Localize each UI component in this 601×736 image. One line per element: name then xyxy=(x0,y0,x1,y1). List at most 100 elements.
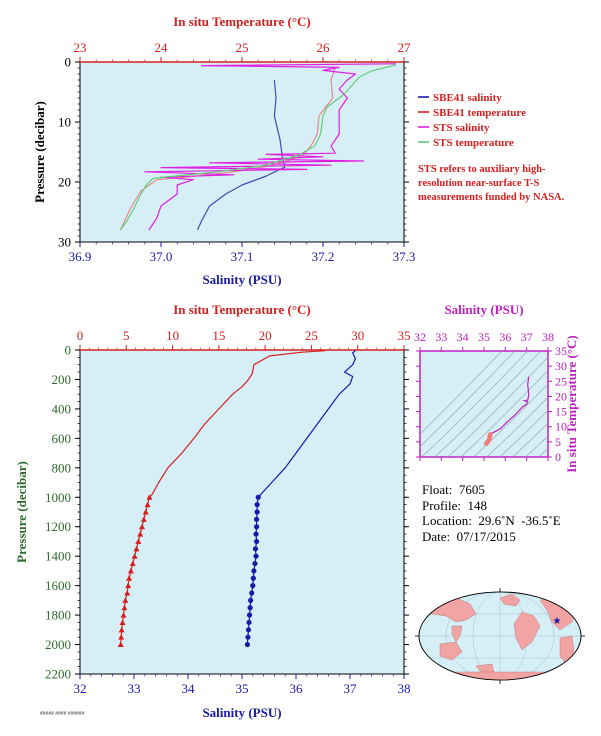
bottom-pressure-axis-title: Pressure (decibar) xyxy=(14,461,29,563)
bottom-temperature-marker xyxy=(118,626,125,633)
sts-note: STS refers to auxiliary high-resolution … xyxy=(418,164,565,203)
top-series-sbe_temp xyxy=(119,67,336,231)
bottom-temperature-marker xyxy=(133,545,140,552)
top-sal-axis-title: Salinity (PSU) xyxy=(202,272,281,287)
ts-deep-marker xyxy=(483,441,489,446)
legend-label: SBE41 temperature xyxy=(433,107,526,119)
bottom-pressure-tick-label: 800 xyxy=(52,460,72,475)
bottom-salinity-marker xyxy=(253,524,260,530)
top-pressure-tick-label: 0 xyxy=(65,55,72,70)
bottom-salinity-marker xyxy=(245,634,251,640)
bottom-temp-axis-title: In situ Temperature (°C) xyxy=(173,302,311,317)
legend-label: STS temperature xyxy=(433,137,514,149)
bottom-sal-tick-label: 38 xyxy=(398,681,411,696)
bottom-pressure-tick-label: 1600 xyxy=(45,578,71,593)
bottom-temperature-marker xyxy=(146,494,153,500)
ts-temp-tick-label: 5 xyxy=(555,435,561,449)
bottom-temp-tick-label: 25 xyxy=(305,328,318,343)
ts-temp-tick-label: 25 xyxy=(555,374,567,388)
date-text: Date: 07/17/2015 xyxy=(422,528,516,544)
top-pressure-tick-label: 10 xyxy=(58,115,71,130)
bottom-temperature-marker xyxy=(129,560,136,567)
bottom-temperature-marker xyxy=(140,516,147,522)
location-text: Location: 29.6˚N -36.5˚E xyxy=(422,513,561,528)
bottom-temperature-marker xyxy=(118,634,125,640)
top-sal-tick-label: 37.1 xyxy=(231,249,254,264)
bottom-salinity-marker xyxy=(250,583,256,589)
footer-id-text: ##### #### ###### xyxy=(40,711,85,717)
top-series-sts_temp xyxy=(120,64,397,231)
bottom-salinity-marker xyxy=(252,560,258,567)
ts-temp-tick-label: 15 xyxy=(555,405,567,419)
bottom-pressure-tick-label: 2200 xyxy=(45,667,71,682)
bottom-temperature-marker xyxy=(127,567,134,574)
ts-contour-line xyxy=(525,435,548,457)
bottom-pressure-tick-label: 1800 xyxy=(45,608,71,623)
top-series-sbe_sal xyxy=(196,79,286,231)
ts-contour-line xyxy=(447,356,548,457)
top-pressure-tick-label: 30 xyxy=(58,235,71,250)
bottom-pressure-tick-label: 1000 xyxy=(45,490,71,505)
ts-temp-tick-label: 30 xyxy=(555,359,567,373)
top-sal-tick-label: 37.2 xyxy=(312,249,335,264)
bottom-salinity-marker xyxy=(255,494,261,500)
bottom-salinity-marker xyxy=(244,641,250,648)
ts-sal-tick-label: 33 xyxy=(435,330,447,344)
ts-contour-line xyxy=(421,351,529,457)
top-profile-chart: 36.9 37.0 37.1 37.2 37.3 23 24 25 26 27 0 10 20 30 In… xyxy=(32,14,415,287)
bottom-pressure-tick-label: 0 xyxy=(65,343,72,358)
bottom-temperature-marker xyxy=(131,553,138,559)
ts-contour-line xyxy=(499,409,548,457)
bottom-temp-tick-label: 20 xyxy=(259,328,272,343)
bottom-pressure-tick-label: 1200 xyxy=(45,519,71,534)
ts-contour-line xyxy=(434,351,542,457)
bottom-temp-tick-label: 5 xyxy=(123,328,130,343)
top-pressure-axis-title: Pressure (decibar) xyxy=(32,101,47,203)
bottom-temperature-marker xyxy=(120,612,127,618)
bottom-salinity-marker xyxy=(252,546,259,552)
ts-sal-tick-label: 37 xyxy=(521,330,533,344)
bottom-salinity-marker xyxy=(253,516,260,522)
bottom-sal-tick-label: 35 xyxy=(236,681,249,696)
bottom-temp-tick-label: 0 xyxy=(77,328,84,343)
bottom-salinity-marker xyxy=(246,619,252,626)
bottom-salinity-marker xyxy=(248,597,254,603)
top-sal-tick-label: 37.3 xyxy=(393,249,416,264)
top-temp-tick-label: 27 xyxy=(398,40,412,55)
bottom-pressure-tick-label: 600 xyxy=(52,431,72,446)
bottom-profile-chart: 32 33 34 35 36 37 38 0 5 10 15 20 25 30 35 0 200 400 600 80… xyxy=(14,302,411,720)
bottom-temperature-marker xyxy=(117,641,124,648)
ts-plot-area xyxy=(419,350,549,458)
bottom-sal-tick-label: 34 xyxy=(182,681,196,696)
bottom-temperature-marker xyxy=(126,575,133,581)
bottom-salinity-marker xyxy=(249,590,255,596)
top-legend: SBE41 salinity SBE41 temperature STS salin… xyxy=(418,92,526,149)
float-location-marker: ★ xyxy=(553,616,562,627)
bottom-temp-tick-label: 30 xyxy=(351,328,364,343)
float-info-panel: Float: 7605 Profile: 148 Location: 29.6˚… xyxy=(422,482,561,544)
bottom-temperature-marker xyxy=(124,590,131,596)
bottom-salinity-marker xyxy=(253,553,259,559)
legend-label: SBE41 salinity xyxy=(433,92,502,104)
ts-sal-tick-label: 36 xyxy=(499,330,511,344)
top-pressure-tick-label: 20 xyxy=(58,175,71,190)
ts-contour-line xyxy=(420,351,503,435)
ts-salinity-axis-title: Salinity (PSU) xyxy=(444,302,523,317)
bottom-temperature-marker xyxy=(135,538,142,544)
bottom-plot-area xyxy=(79,349,405,675)
bottom-sal-tick-label: 33 xyxy=(128,681,141,696)
ts-sal-tick-label: 34 xyxy=(457,330,469,344)
bottom-salinity-marker xyxy=(253,538,260,545)
bottom-temp-tick-label: 15 xyxy=(212,328,225,343)
top-sal-tick-label: 36.9 xyxy=(69,249,92,264)
top-temp-tick-label: 25 xyxy=(236,40,249,55)
bottom-temp-tick-label: 10 xyxy=(166,328,179,343)
ts-contour-line xyxy=(538,447,548,457)
bottom-temperature-marker xyxy=(142,509,149,515)
bottom-salinity-marker xyxy=(254,502,260,508)
ts-contour-line xyxy=(512,422,548,457)
top-temp-tick-label: 23 xyxy=(74,40,87,55)
bottom-salinity-marker xyxy=(246,612,253,618)
